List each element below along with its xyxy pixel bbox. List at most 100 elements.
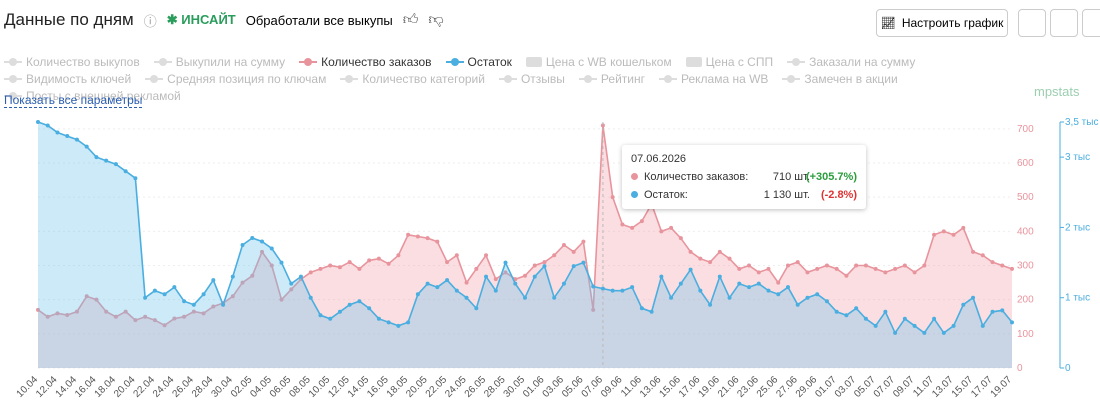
- legend-item[interactable]: Выкупили на сумму: [153, 55, 285, 69]
- legend-item[interactable]: Количество категорий: [340, 72, 485, 86]
- point: [815, 266, 820, 271]
- point: [84, 144, 89, 149]
- point: [445, 260, 450, 265]
- point: [669, 295, 674, 300]
- point: [990, 260, 995, 265]
- point: [435, 285, 440, 290]
- point: [298, 274, 303, 279]
- point: [337, 309, 342, 314]
- point: [65, 134, 70, 139]
- x-tick-label: 24.04: [151, 374, 177, 400]
- point: [113, 314, 118, 319]
- dislike[interactable]: 👎︎: [428, 11, 444, 28]
- point: [581, 260, 586, 265]
- y-tick-label: 300: [1017, 261, 1034, 272]
- point: [406, 232, 411, 237]
- y-tick-label: 200: [1017, 295, 1034, 306]
- point: [230, 294, 235, 299]
- help-icon[interactable]: ⓘ: [143, 13, 157, 29]
- point: [912, 323, 917, 328]
- point: [737, 281, 742, 286]
- legend-item[interactable]: Количество выкупов: [4, 55, 140, 69]
- legend-label: Цена с СПП: [705, 55, 774, 69]
- x-tick-label: 07.06: [580, 374, 606, 400]
- point: [941, 330, 946, 335]
- x-tick-label: 12.05: [326, 374, 352, 400]
- point: [230, 274, 235, 279]
- x-tick-label: 19.06: [696, 374, 722, 400]
- legend-item[interactable]: Отзывы: [498, 72, 565, 86]
- point: [152, 318, 157, 323]
- legend-item[interactable]: Остаток: [445, 55, 512, 69]
- legend-dot: [158, 58, 167, 66]
- legend-label: Заказали на сумму: [809, 55, 916, 69]
- hide-button[interactable]: [1082, 9, 1100, 37]
- point: [74, 137, 79, 142]
- legend-item[interactable]: Посты с внешней рекламой: [4, 89, 181, 103]
- legend-item[interactable]: Замечен в акции: [782, 72, 898, 86]
- point: [484, 274, 489, 279]
- point: [152, 288, 157, 293]
- point: [260, 239, 265, 244]
- point: [600, 286, 605, 291]
- point: [289, 287, 294, 292]
- list-button[interactable]: [1050, 9, 1078, 37]
- point: [902, 263, 907, 268]
- point: [639, 306, 644, 311]
- legend-icon: [153, 58, 172, 66]
- legend-item[interactable]: Цена с СПП: [685, 55, 774, 69]
- legend-icon: [525, 57, 542, 67]
- point: [854, 263, 859, 268]
- title: Данные по дням: [4, 10, 134, 29]
- point: [980, 323, 985, 328]
- legend-item[interactable]: Заказали на сумму: [787, 55, 915, 69]
- point: [610, 288, 615, 293]
- point: [269, 263, 274, 268]
- legend-item[interactable]: Количество заказов: [299, 55, 432, 69]
- legend-item[interactable]: Рейтинг: [578, 72, 645, 86]
- point: [649, 309, 654, 314]
- point: [425, 236, 430, 241]
- x-tick-label: 12.04: [34, 374, 60, 400]
- point: [659, 229, 664, 234]
- point: [912, 270, 917, 275]
- legend-item[interactable]: Цена с WB кошельком: [525, 55, 672, 69]
- settings-button[interactable]: 📈︎ Настроить график: [876, 9, 1008, 37]
- point: [123, 169, 128, 174]
- show-all[interactable]: Показать все параметры: [4, 93, 143, 108]
- x-tick-label: 05.07: [852, 374, 878, 400]
- like[interactable]: 👍︎: [402, 11, 419, 28]
- legend-item[interactable]: Средняя позиция по ключам: [145, 72, 326, 86]
- pin-button[interactable]: [1018, 9, 1046, 37]
- x-tick-label: 02.05: [229, 374, 255, 400]
- point: [1010, 320, 1014, 325]
- point: [678, 281, 683, 286]
- point: [104, 309, 109, 314]
- point: [201, 311, 206, 316]
- point: [376, 256, 381, 261]
- point: [747, 263, 752, 268]
- y-tick-label: 0: [1017, 363, 1023, 374]
- status: Обработали все выкупы: [245, 12, 393, 28]
- x-tick-label: 26.04: [170, 374, 196, 400]
- point: [785, 285, 790, 290]
- y-tick-label: 400: [1017, 226, 1034, 237]
- point: [240, 243, 245, 247]
- point: [503, 270, 508, 275]
- legend-item[interactable]: Реклама на WB: [658, 72, 768, 86]
- x-tick-label: 13.07: [930, 374, 956, 400]
- point: [776, 292, 781, 297]
- point: [766, 288, 771, 293]
- legend-icon: [658, 75, 677, 83]
- legend-item[interactable]: Видимость ключей: [4, 72, 131, 86]
- point: [162, 323, 167, 328]
- point: [191, 309, 196, 314]
- insight[interactable]: ✱ ИНСАЙТ: [166, 12, 236, 27]
- legend-icon: [340, 75, 359, 83]
- point: [211, 304, 216, 309]
- x-tick-label: 15.06: [657, 374, 683, 400]
- area: [38, 125, 1012, 369]
- legend-label: Количество заказов: [321, 55, 432, 69]
- point: [182, 314, 187, 319]
- point: [971, 249, 976, 254]
